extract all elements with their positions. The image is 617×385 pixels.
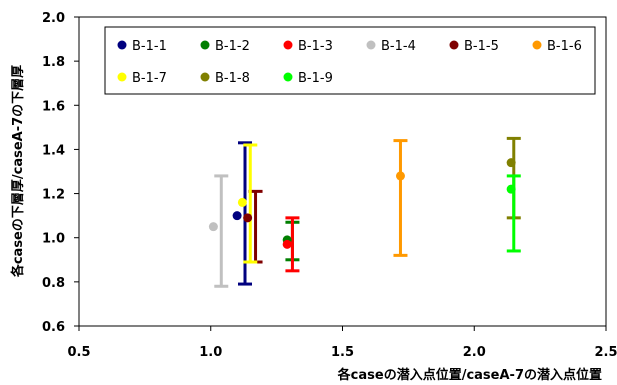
legend-label: B-1-1 (132, 39, 167, 54)
legend-marker (117, 72, 127, 82)
data-point-b-1-5 (243, 213, 253, 223)
data-point-b-1-9 (506, 184, 516, 194)
data-point-b-1-1 (232, 211, 242, 221)
legend-item-b-1-5: B-1-5 (449, 39, 499, 54)
data-point-b-1-3 (282, 239, 292, 249)
legend-item-b-1-3: B-1-3 (283, 39, 333, 54)
error-bar-b-1-4 (214, 174, 229, 288)
data-point-b-1-4 (208, 222, 218, 232)
legend-label: B-1-3 (298, 39, 333, 54)
error-bars (214, 136, 521, 288)
x-tick-label: 1.0 (199, 345, 222, 360)
x-tick-label: 0.5 (67, 345, 90, 360)
x-tick-label: 2.0 (463, 345, 486, 360)
legend-marker (117, 40, 127, 50)
legend-label: B-1-2 (215, 39, 250, 54)
legend-item-b-1-6: B-1-6 (532, 39, 582, 54)
data-points (208, 158, 516, 249)
data-point-b-1-8 (506, 158, 516, 168)
y-tick-label: 1.0 (42, 232, 65, 247)
legend-marker (283, 72, 293, 82)
y-tick-label: 0.6 (42, 320, 65, 335)
error-bar-b-1-3 (285, 216, 300, 273)
legend-marker (449, 40, 459, 50)
data-point-b-1-6 (395, 171, 405, 181)
y-tick-label: 1.2 (42, 188, 65, 203)
error-bar-b-1-6 (393, 139, 408, 257)
y-tick-label: 1.6 (42, 99, 65, 114)
legend-item-b-1-4: B-1-4 (366, 39, 416, 54)
x-axis-ticks: 0.5 1.0 1.5 2.0 2.5 (67, 326, 617, 360)
y-tick-label: 2.0 (42, 11, 65, 26)
legend-marker (532, 40, 542, 50)
legend-marker (366, 40, 376, 50)
x-tick-label: 1.5 (331, 345, 354, 360)
legend-label: B-1-5 (464, 39, 499, 54)
legend: B-1-1 B-1-2 B-1-3 B-1-4 B-1-5 B-1-6 B-1-7 B-1-8… (117, 39, 582, 86)
legend-marker (283, 40, 293, 50)
y-tick-label: 1.4 (42, 143, 65, 158)
y-tick-label: 0.8 (42, 276, 65, 291)
data-point-b-1-7 (237, 197, 247, 207)
legend-marker (200, 40, 210, 50)
x-tick-label: 2.5 (594, 345, 617, 360)
legend-label: B-1-9 (298, 71, 333, 86)
legend-item-b-1-2: B-1-2 (200, 39, 250, 54)
y-axis-title: 各caseの下層厚/caseA-7の下層厚 (10, 65, 26, 278)
legend-label: B-1-6 (547, 39, 582, 54)
legend-label: B-1-8 (215, 71, 250, 86)
y-tick-label: 1.8 (42, 55, 65, 70)
legend-label: B-1-4 (381, 39, 416, 54)
y-axis-ticks: 0.6 0.8 1.0 1.2 1.4 1.6 1.8 2.0 (42, 11, 79, 335)
legend-box (104, 26, 596, 95)
legend-item-b-1-8: B-1-8 (200, 71, 250, 86)
legend-item-b-1-9: B-1-9 (283, 71, 333, 86)
error-bar-b-1-7 (243, 143, 258, 264)
legend-marker (200, 72, 210, 82)
legend-item-b-1-1: B-1-1 (117, 39, 167, 54)
legend-label: B-1-7 (132, 71, 167, 86)
legend-item-b-1-7: B-1-7 (117, 71, 167, 86)
x-axis-title: 各caseの潜入点位置/caseA-7の潜入点位置 (337, 367, 602, 383)
